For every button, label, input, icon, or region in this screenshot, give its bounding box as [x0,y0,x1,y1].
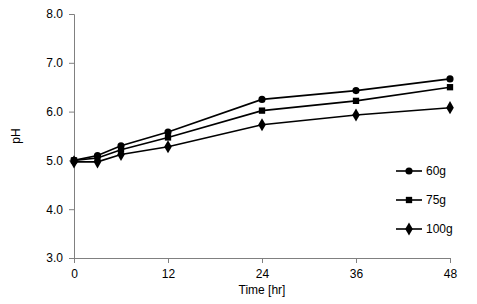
series-marker [164,140,172,153]
series-marker [258,118,266,131]
y-tick: 5.0 [46,154,74,168]
series-marker [446,101,454,114]
y-tick-label: 5.0 [46,154,63,168]
y-axis: 3.0 4.0 5.0 6.0 7.0 8.0 [46,7,74,265]
y-tick: 6.0 [46,105,74,119]
y-tick-label: 7.0 [46,56,63,70]
y-tick-mark [69,63,74,64]
x-tick-mark [168,258,169,263]
series-marker [353,98,359,104]
x-tick-mark [262,258,263,263]
y-tick-mark [69,209,74,210]
y-tick-mark [69,112,74,113]
y-tick-mark [69,258,74,259]
y-axis-title: pH [9,128,23,143]
x-tick-label: 12 [162,267,176,281]
x-tick-label: 24 [256,267,270,281]
y-tick: 7.0 [46,56,74,70]
series-marker [94,155,102,168]
x-tick-mark [450,258,451,263]
y-tick: 4.0 [46,203,74,217]
x-tick-mark [74,258,75,263]
y-tick-label: 3.0 [46,251,63,265]
y-tick-mark [69,14,74,15]
legend-marker [405,222,413,235]
chart: 3.0 4.0 5.0 6.0 7.0 8.0 0 12 24 36 48 Time [hr] pH 60… [0,0,477,304]
legend-label: 100g [426,222,453,236]
series-marker [352,108,360,121]
x-axis-line [75,259,451,264]
y-tick: 3.0 [46,251,74,265]
legend: 60g 75g 100g [396,164,453,236]
series-marker [165,134,171,140]
legend-label: 75g [426,193,446,207]
y-tick-label: 6.0 [46,105,63,119]
x-tick-mark [356,258,357,263]
series-line [74,108,450,162]
y-tick-label: 8.0 [46,7,63,21]
series-line [74,79,450,160]
x-tick: 48 [444,258,458,281]
legend-entry: 100g [396,222,453,236]
y-tick: 8.0 [46,7,74,21]
x-axis-title: Time [hr] [239,283,286,297]
legend-entry: 75g [396,193,446,207]
x-tick-label: 48 [444,267,458,281]
series-line [74,87,450,160]
plot: 3.0 4.0 5.0 6.0 7.0 8.0 0 12 24 36 48 [46,7,457,280]
x-tick: 24 [256,258,270,281]
legend-entry: 60g [396,164,446,178]
x-axis: 0 12 24 36 48 [71,258,457,281]
series-marker [352,87,359,94]
legend-marker [406,197,412,203]
x-tick: 12 [162,258,176,281]
series-marker [447,84,453,90]
x-tick: 0 [71,258,78,281]
series-marker [259,107,265,113]
legend-label: 60g [426,164,446,178]
x-tick-label: 0 [71,267,78,281]
series-marker [258,96,265,103]
x-tick-label: 36 [350,267,364,281]
series-marker [70,155,78,168]
series-marker [117,148,125,161]
legend-marker [405,167,412,174]
x-tick: 36 [350,258,364,281]
series-marker [446,75,453,82]
series-layer [70,75,454,168]
y-tick-label: 4.0 [46,203,63,217]
y-axis-line [69,15,75,259]
